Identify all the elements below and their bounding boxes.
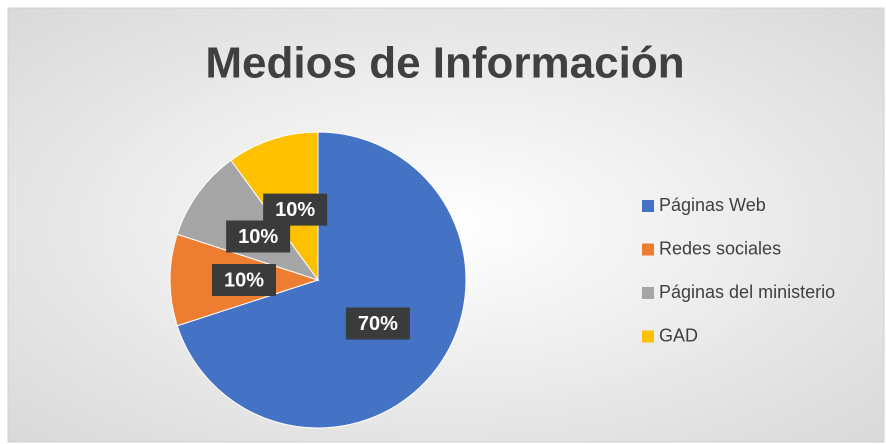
- legend-label: Redes sociales: [659, 238, 781, 258]
- legend-label: Páginas Web: [659, 195, 766, 215]
- legend-swatch: [642, 243, 654, 256]
- data-label: 10%: [224, 269, 264, 291]
- data-label-box: [263, 193, 328, 226]
- data-label: 70%: [358, 313, 398, 335]
- legend-swatch: [642, 330, 654, 343]
- data-label-box: [212, 264, 276, 296]
- chart-title: Medios de Información: [205, 39, 684, 88]
- data-label-box: [226, 220, 291, 253]
- legend-label: GAD: [659, 325, 698, 345]
- legend-label: Páginas del ministerio: [659, 282, 835, 302]
- data-label: 10%: [275, 199, 315, 221]
- data-label: 10%: [238, 226, 278, 248]
- pie-slice: [176, 131, 467, 429]
- legend-swatch: [642, 287, 654, 299]
- legend-swatch: [642, 200, 654, 212]
- data-label-box: [345, 307, 410, 340]
